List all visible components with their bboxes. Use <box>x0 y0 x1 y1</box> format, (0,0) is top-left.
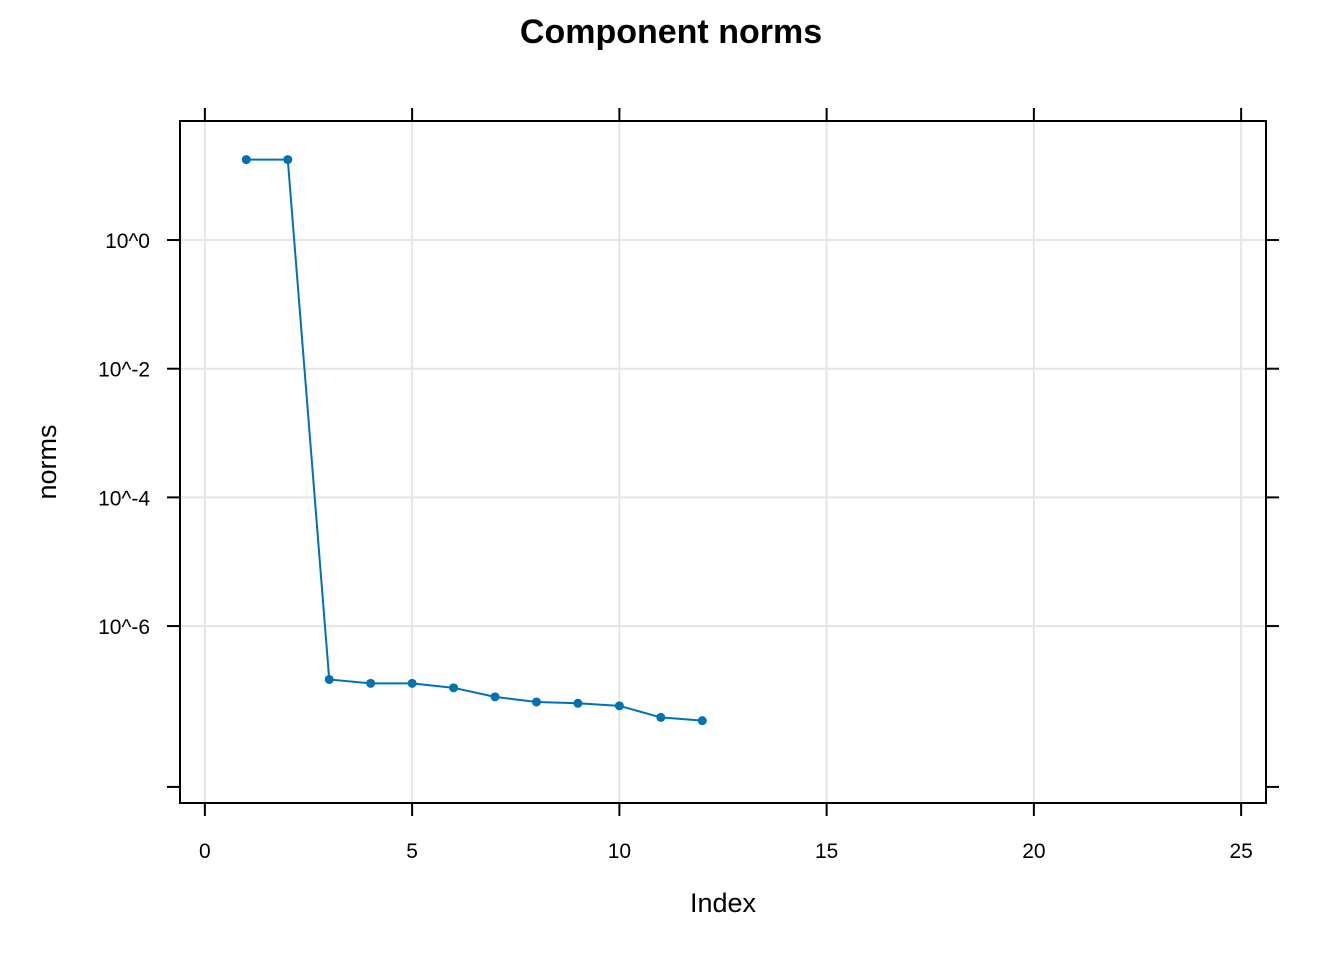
y-tick-label-2: 10^-4 <box>98 487 150 510</box>
data-point-11 <box>656 712 666 722</box>
x-tick-label-1: 5 <box>406 840 418 863</box>
data-point-3 <box>324 674 334 684</box>
series-layer <box>241 155 707 726</box>
data-point-12 <box>697 716 707 726</box>
x-tick-label-4: 20 <box>1022 840 1045 863</box>
x-tick-label-3: 15 <box>815 840 838 863</box>
data-point-5 <box>407 678 417 688</box>
x-tick-label-0: 0 <box>199 840 211 863</box>
x-tick-label-5: 25 <box>1229 840 1252 863</box>
y-tick-label-3: 10^-6 <box>98 616 150 639</box>
data-point-10 <box>614 701 624 711</box>
chart-title: Component norms <box>520 13 822 51</box>
data-point-6 <box>449 683 459 693</box>
y-tick-label-0: 10^0 <box>105 230 150 253</box>
data-point-2 <box>283 155 293 165</box>
x-axis-label: Index <box>690 888 757 918</box>
data-point-8 <box>531 697 541 707</box>
x-tick-label-2: 10 <box>608 840 631 863</box>
data-point-4 <box>366 678 376 688</box>
data-point-9 <box>573 698 583 708</box>
data-point-7 <box>490 692 500 702</box>
data-point-1 <box>241 155 251 165</box>
y-axis-label: norms <box>32 424 62 499</box>
axis-ticks: 0 5 10 15 20 25 10^0 10^-2 10^-4 10^-6 <box>98 108 1279 863</box>
y-tick-label-1: 10^-2 <box>98 359 150 382</box>
grid <box>180 121 1266 803</box>
plot-frame <box>179 120 1267 804</box>
series-line-0 <box>246 158 703 722</box>
